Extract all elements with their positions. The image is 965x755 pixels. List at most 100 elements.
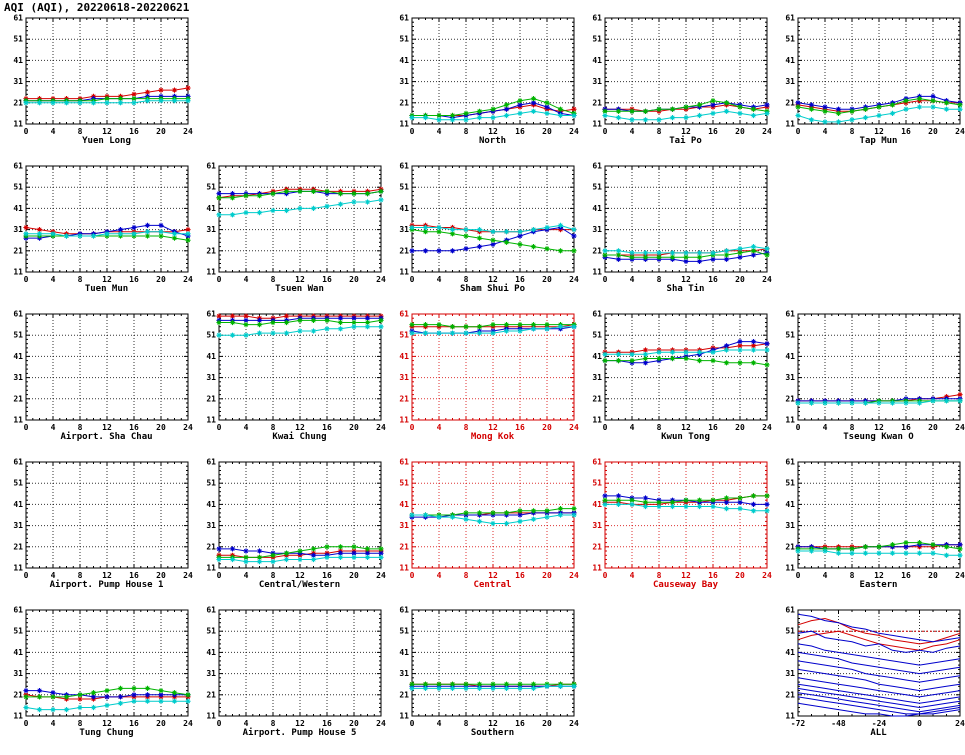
- svg-text:11: 11: [785, 416, 795, 425]
- svg-text:21: 21: [592, 542, 602, 551]
- svg-text:0: 0: [410, 423, 415, 432]
- svg-text:51: 51: [592, 183, 602, 192]
- svg-text:0: 0: [217, 719, 222, 728]
- chart-panel-airport-pump-house-1: 11 21 31 41 51 61 0 4 8 12 16 20 24 Airport. Pump Hou…: [0, 458, 193, 606]
- svg-text:21: 21: [592, 394, 602, 403]
- chart-panel-kwun-tong: 11 21 31 41 51 61 0 4 8 12 16 20 24 Kwun Tong: [579, 310, 772, 458]
- svg-text:12: 12: [488, 423, 498, 432]
- svg-text:51: 51: [785, 627, 795, 636]
- svg-text:8: 8: [78, 423, 83, 432]
- station-label: Southern: [470, 728, 515, 738]
- svg-text:8: 8: [464, 423, 469, 432]
- svg-text:20: 20: [156, 719, 166, 728]
- svg-text:11: 11: [13, 120, 23, 129]
- svg-text:11: 11: [206, 564, 216, 573]
- svg-text:20: 20: [928, 423, 938, 432]
- chart-plot: 11 21 31 41 51 61 0 4 8 12 16 20 24: [399, 310, 579, 432]
- svg-text:8: 8: [271, 571, 276, 580]
- chart-panel-tseung-kwan-o: 11 21 31 41 51 61 0 4 8 12 16 20 24 Tseung Kwan O: [772, 310, 965, 458]
- svg-text:61: 61: [592, 310, 602, 319]
- chart-plot: 11 21 31 41 51 61 0 4 8 12 16 20 24: [592, 310, 772, 432]
- svg-text:0: 0: [24, 719, 29, 728]
- svg-text:11: 11: [592, 120, 602, 129]
- station-label: Central: [473, 580, 512, 590]
- svg-text:51: 51: [13, 183, 23, 192]
- svg-text:21: 21: [785, 690, 795, 699]
- svg-text:61: 61: [399, 162, 409, 171]
- svg-text:51: 51: [785, 479, 795, 488]
- svg-text:12: 12: [102, 423, 112, 432]
- chart-panel-tap-mun: 11 21 31 41 51 61 0 4 8 12 16 20 24 Tap Mun: [772, 14, 965, 162]
- svg-text:-72: -72: [791, 719, 806, 728]
- svg-text:31: 31: [206, 669, 216, 678]
- svg-text:31: 31: [785, 669, 795, 678]
- svg-text:12: 12: [102, 127, 112, 136]
- svg-text:61: 61: [206, 310, 216, 319]
- svg-text:41: 41: [592, 500, 602, 509]
- svg-text:31: 31: [399, 521, 409, 530]
- svg-text:24: 24: [183, 275, 193, 284]
- svg-text:21: 21: [785, 394, 795, 403]
- svg-text:12: 12: [681, 423, 691, 432]
- svg-text:41: 41: [13, 204, 23, 213]
- svg-text:11: 11: [592, 416, 602, 425]
- svg-text:11: 11: [13, 564, 23, 573]
- station-label: Sham Shui Po: [459, 284, 526, 294]
- svg-text:31: 31: [206, 521, 216, 530]
- svg-text:41: 41: [13, 500, 23, 509]
- svg-text:41: 41: [399, 352, 409, 361]
- svg-text:8: 8: [78, 127, 83, 136]
- svg-text:61: 61: [785, 310, 795, 319]
- svg-text:16: 16: [708, 275, 718, 284]
- svg-text:4: 4: [437, 719, 442, 728]
- svg-text:11: 11: [592, 268, 602, 277]
- svg-text:61: 61: [785, 606, 795, 615]
- svg-text:31: 31: [399, 373, 409, 382]
- svg-text:-24: -24: [872, 719, 887, 728]
- station-label: Central/Western: [258, 580, 341, 590]
- svg-text:16: 16: [322, 423, 332, 432]
- chart-plot: 11 21 31 41 51 61 0 4 8 12 16 20 24: [399, 14, 579, 136]
- svg-text:8: 8: [657, 571, 662, 580]
- svg-text:11: 11: [399, 712, 409, 721]
- svg-text:61: 61: [399, 458, 409, 467]
- station-label: Airport. Pump House 1: [49, 580, 164, 590]
- svg-text:51: 51: [399, 183, 409, 192]
- svg-text:51: 51: [206, 627, 216, 636]
- svg-text:51: 51: [13, 331, 23, 340]
- svg-text:0: 0: [24, 423, 29, 432]
- chart-panel-kwai-chung: 11 21 31 41 51 61 0 4 8 12 16 20 24 Kwai Chung: [193, 310, 386, 458]
- svg-text:4: 4: [51, 719, 56, 728]
- chart-panel-sham-shui-po: 11 21 31 41 51 61 0 4 8 12 16 20 24 Sham Shui Po: [386, 162, 579, 310]
- svg-text:0: 0: [217, 423, 222, 432]
- svg-text:4: 4: [244, 423, 249, 432]
- svg-text:21: 21: [399, 246, 409, 255]
- svg-text:41: 41: [13, 648, 23, 657]
- chart-plot: 11 21 31 41 51 61 0 4 8 12 16 20 24: [13, 606, 193, 728]
- svg-text:20: 20: [735, 571, 745, 580]
- svg-text:20: 20: [542, 275, 552, 284]
- svg-text:20: 20: [349, 571, 359, 580]
- svg-text:4: 4: [630, 571, 635, 580]
- svg-text:0: 0: [24, 127, 29, 136]
- svg-text:4: 4: [51, 127, 56, 136]
- chart-plot: 11 21 31 41 51 61 0 4 8 12 16 20 24: [13, 14, 193, 136]
- svg-text:51: 51: [399, 35, 409, 44]
- svg-text:4: 4: [437, 275, 442, 284]
- svg-text:4: 4: [823, 423, 828, 432]
- chart-panel-airport-sha-chau: 11 21 31 41 51 61 0 4 8 12 16 20 24 Airport. Sha Chau: [0, 310, 193, 458]
- svg-text:24: 24: [569, 423, 579, 432]
- svg-text:0: 0: [24, 275, 29, 284]
- svg-text:0: 0: [410, 571, 415, 580]
- svg-text:16: 16: [322, 719, 332, 728]
- svg-text:11: 11: [399, 120, 409, 129]
- chart-plot: 11 21 31 41 51 61 0 4 8 12 16 20 24: [399, 606, 579, 728]
- station-label: Tsuen Wan: [275, 284, 324, 294]
- chart-plot: 11 21 31 41 51 61 0 4 8 12 16 20 24: [13, 162, 193, 284]
- svg-text:24: 24: [376, 719, 386, 728]
- svg-text:20: 20: [542, 423, 552, 432]
- svg-text:8: 8: [271, 423, 276, 432]
- svg-text:-48: -48: [831, 719, 846, 728]
- svg-text:4: 4: [244, 719, 249, 728]
- svg-text:0: 0: [796, 423, 801, 432]
